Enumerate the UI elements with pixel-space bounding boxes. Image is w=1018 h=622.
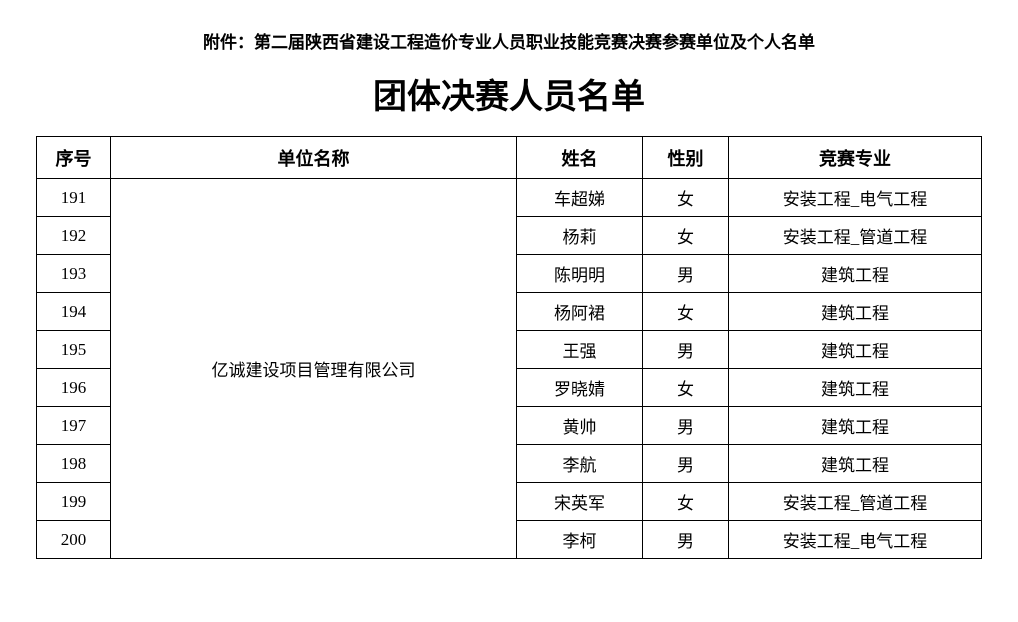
col-header-org: 单位名称 — [111, 137, 517, 179]
cell-organization: 亿诚建设项目管理有限公司 — [111, 179, 517, 559]
cell-name: 宋英军 — [517, 483, 643, 521]
cell-major: 安装工程_管道工程 — [729, 483, 982, 521]
cell-gender: 女 — [643, 217, 729, 255]
cell-name: 王强 — [517, 331, 643, 369]
cell-gender: 女 — [643, 179, 729, 217]
cell-name: 黄帅 — [517, 407, 643, 445]
cell-major: 建筑工程 — [729, 255, 982, 293]
cell-name: 李航 — [517, 445, 643, 483]
roster-table: 序号 单位名称 姓名 性别 竞赛专业 191 亿诚建设项目管理有限公司 车超娣 … — [36, 136, 982, 559]
col-header-name: 姓名 — [517, 137, 643, 179]
cell-name: 陈明明 — [517, 255, 643, 293]
cell-major: 安装工程_管道工程 — [729, 217, 982, 255]
cell-seq: 199 — [37, 483, 111, 521]
cell-seq: 195 — [37, 331, 111, 369]
cell-major: 建筑工程 — [729, 331, 982, 369]
table-row: 191 亿诚建设项目管理有限公司 车超娣 女 安装工程_电气工程 — [37, 179, 982, 217]
document-title: 团体决赛人员名单 — [36, 69, 982, 118]
cell-seq: 198 — [37, 445, 111, 483]
cell-major: 建筑工程 — [729, 407, 982, 445]
cell-gender: 女 — [643, 369, 729, 407]
cell-gender: 男 — [643, 445, 729, 483]
col-header-major: 竞赛专业 — [729, 137, 982, 179]
col-header-gender: 性别 — [643, 137, 729, 179]
cell-major: 建筑工程 — [729, 369, 982, 407]
cell-name: 杨阿裙 — [517, 293, 643, 331]
cell-major: 建筑工程 — [729, 445, 982, 483]
cell-gender: 男 — [643, 255, 729, 293]
cell-gender: 女 — [643, 483, 729, 521]
cell-seq: 194 — [37, 293, 111, 331]
cell-seq: 192 — [37, 217, 111, 255]
cell-name: 车超娣 — [517, 179, 643, 217]
cell-name: 李柯 — [517, 521, 643, 559]
cell-major: 安装工程_电气工程 — [729, 179, 982, 217]
cell-name: 杨莉 — [517, 217, 643, 255]
cell-name: 罗晓婧 — [517, 369, 643, 407]
cell-major: 安装工程_电气工程 — [729, 521, 982, 559]
cell-gender: 男 — [643, 521, 729, 559]
document-subtitle: 附件：第二届陕西省建设工程造价专业人员职业技能竞赛决赛参赛单位及个人名单 — [36, 28, 982, 53]
table-header-row: 序号 单位名称 姓名 性别 竞赛专业 — [37, 137, 982, 179]
cell-seq: 191 — [37, 179, 111, 217]
cell-gender: 男 — [643, 331, 729, 369]
table-body: 191 亿诚建设项目管理有限公司 车超娣 女 安装工程_电气工程 192 杨莉 … — [37, 179, 982, 559]
cell-seq: 197 — [37, 407, 111, 445]
cell-seq: 196 — [37, 369, 111, 407]
cell-seq: 193 — [37, 255, 111, 293]
col-header-seq: 序号 — [37, 137, 111, 179]
cell-gender: 男 — [643, 407, 729, 445]
cell-gender: 女 — [643, 293, 729, 331]
cell-major: 建筑工程 — [729, 293, 982, 331]
cell-seq: 200 — [37, 521, 111, 559]
